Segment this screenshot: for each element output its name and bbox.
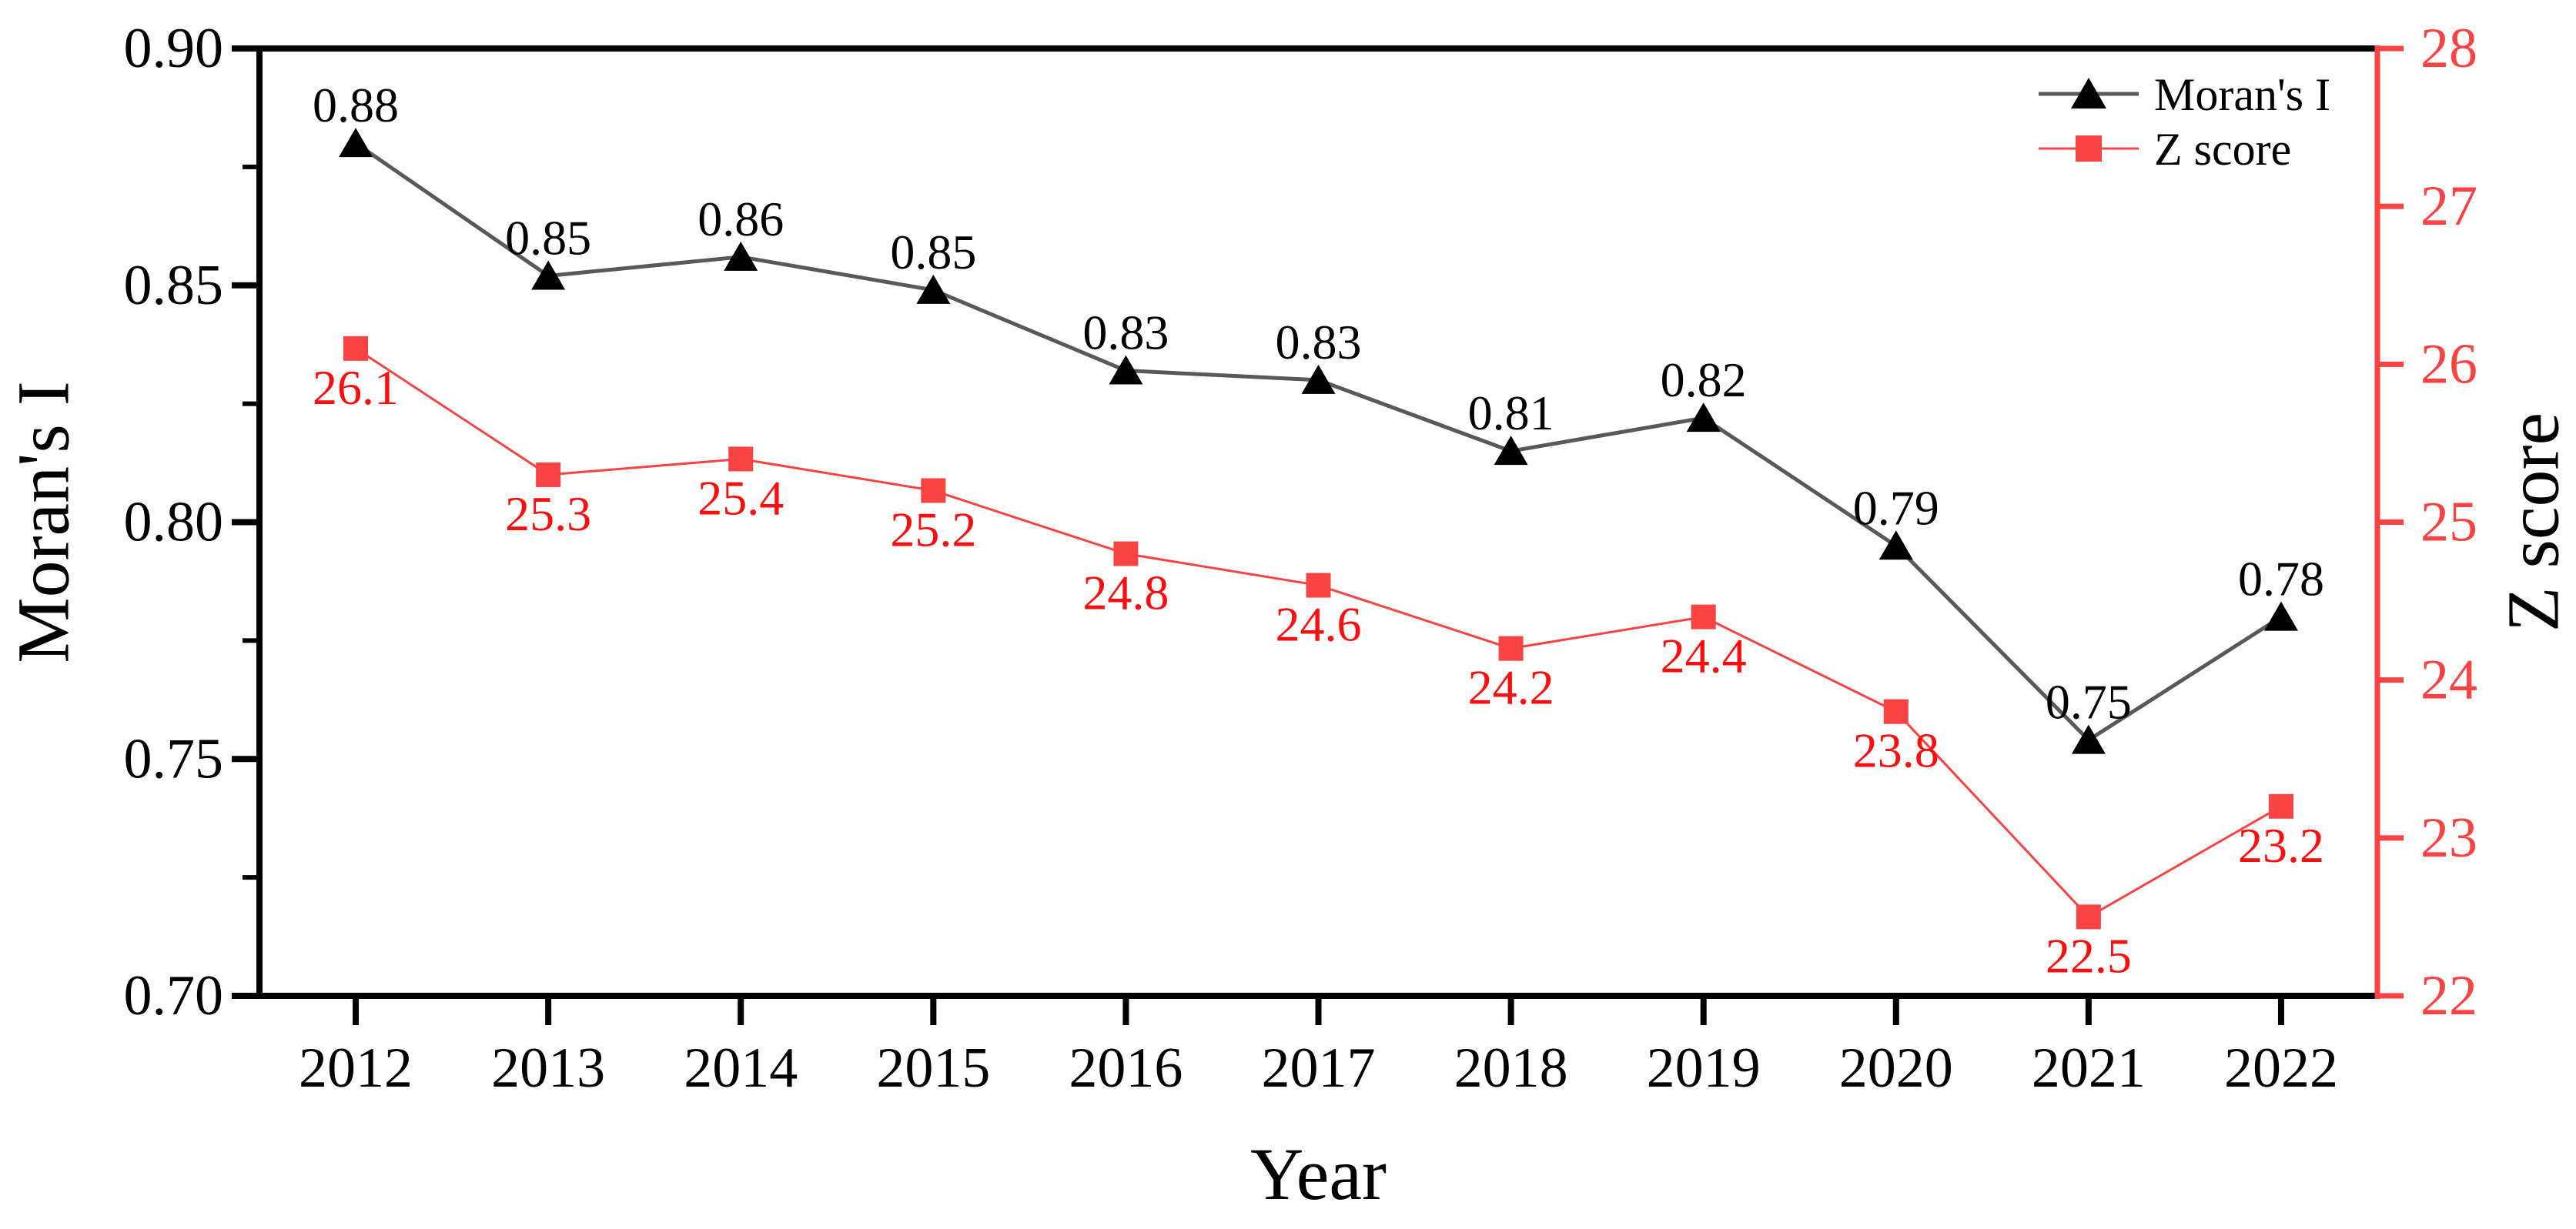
moran-value-label: 0.85: [890, 225, 976, 279]
right-axis-title: Z score: [2492, 412, 2574, 632]
x-axis-title: Year: [1250, 1133, 1387, 1215]
z-value-label: 25.3: [505, 486, 591, 541]
moran-value-label: 0.88: [313, 78, 399, 132]
moran-marker: [916, 274, 951, 304]
right-tick-label: 28: [2420, 17, 2477, 80]
x-tick-label: 2021: [2032, 1037, 2146, 1100]
z-marker: [343, 336, 369, 361]
x-tick-label: 2013: [491, 1037, 605, 1100]
left-tick-label: 0.80: [124, 491, 224, 554]
left-tick-label: 0.70: [124, 964, 224, 1027]
x-tick-label: 2018: [1454, 1037, 1568, 1100]
z-marker: [1498, 636, 1524, 661]
right-tick-label: 24: [2420, 649, 2477, 712]
right-tick-label: 26: [2420, 332, 2477, 396]
x-tick-label: 2020: [1839, 1037, 1953, 1100]
z-marker: [921, 478, 946, 503]
z-value-label: 22.5: [2046, 928, 2132, 983]
legend: Moran's IZ score: [2039, 69, 2330, 175]
x-tick-label: 2017: [1262, 1037, 1376, 1100]
z-value-label: 24.2: [1468, 660, 1554, 715]
x-tick-label: 2012: [299, 1037, 413, 1100]
z-marker: [1306, 573, 1331, 598]
z-series: 26.1 25.3 25.4 25.2 24.8 24.6 24.2 24.4 23.8 22.5…: [313, 336, 2324, 983]
x-tick-label: 2016: [1069, 1037, 1183, 1100]
moran-value-label: 0.81: [1468, 386, 1554, 440]
moran-series: 0.88 0.85 0.86 0.85 0.83 0.83 0.81 0.82 0.79 0.75…: [313, 78, 2324, 754]
moran-value-label: 0.83: [1276, 315, 1362, 369]
moran-value-label: 0.78: [2238, 552, 2324, 606]
x-tick-label: 2015: [876, 1037, 990, 1100]
moran-marker: [2071, 724, 2106, 754]
moran-value-label: 0.75: [2046, 675, 2132, 730]
moran-marker: [531, 260, 566, 290]
z-value-label: 24.4: [1661, 629, 1747, 683]
moran-value-label: 0.79: [1853, 480, 1939, 535]
z-marker: [536, 462, 561, 487]
legend-z-label: Z score: [2154, 124, 2291, 175]
legend-z-square-icon: [2076, 135, 2102, 162]
left-tick-label: 0.85: [124, 254, 224, 317]
right-tick-label: 22: [2420, 964, 2477, 1027]
z-value-label: 24.6: [1276, 597, 1362, 652]
z-marker: [728, 446, 754, 472]
moran-marker: [339, 128, 373, 158]
legend-moran-label: Moran's I: [2154, 69, 2330, 120]
z-value-label: 26.1: [313, 360, 399, 415]
x-tick-label: 2022: [2224, 1037, 2338, 1100]
z-marker: [1113, 541, 1139, 566]
right-tick-label: 27: [2420, 175, 2477, 238]
z-value-label: 23.2: [2238, 818, 2324, 873]
legend-moran-triangle-icon: [2071, 78, 2106, 109]
moran-marker: [1301, 364, 1336, 394]
z-marker: [2268, 793, 2293, 819]
z-marker: [1691, 604, 1716, 630]
z-marker: [2076, 904, 2101, 930]
left-tick-label: 0.90: [124, 17, 224, 80]
moran-value-label: 0.86: [698, 192, 784, 246]
right-tick-label: 25: [2420, 491, 2477, 554]
moran-marker: [724, 241, 758, 271]
x-tick-label: 2019: [1647, 1037, 1761, 1100]
left-axis-title: Moran's I: [2, 381, 85, 663]
axes: 0.90 0.85 0.80 0.75 0.70 28 27 26 25 24 23 22 2012 20…: [2, 17, 2574, 1215]
moran-marker: [1494, 436, 1528, 466]
z-value-label: 25.4: [698, 470, 784, 525]
z-value-label: 23.8: [1853, 723, 1939, 778]
moran-value-label: 0.85: [505, 210, 591, 265]
z-value-label: 24.8: [1082, 566, 1169, 620]
left-tick-label: 0.75: [124, 727, 224, 790]
moran-value-label: 0.83: [1082, 306, 1169, 360]
x-tick-label: 2014: [684, 1037, 798, 1100]
moran-marker: [1109, 355, 1143, 385]
moran-marker: [1686, 402, 1721, 432]
moran-value-label: 0.82: [1661, 352, 1747, 407]
right-tick-label: 23: [2420, 807, 2477, 870]
z-marker: [1883, 699, 1909, 724]
moran-marker: [2263, 601, 2298, 631]
moran-marker: [1878, 530, 1913, 560]
z-value-label: 25.2: [890, 502, 976, 556]
